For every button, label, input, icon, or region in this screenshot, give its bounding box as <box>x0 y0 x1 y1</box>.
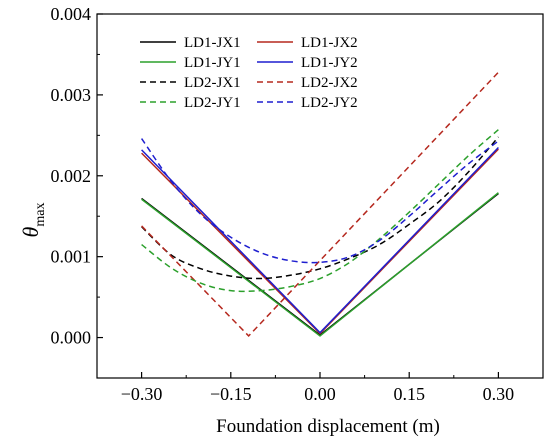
y-axis-title: θmax <box>18 203 48 238</box>
series-line-ld1-jy1 <box>141 192 499 337</box>
series-line-ld2-jy1 <box>141 129 499 293</box>
legend-label-ld1-jy2: LD1-JY2 <box>301 55 358 71</box>
legend-label-ld2-jx1: LD2-JX1 <box>184 75 241 91</box>
legend-label-ld1-jy1: LD1-JY1 <box>184 55 241 71</box>
series-line-ld1-jx1 <box>141 192 499 337</box>
legend-label-ld2-jx2: LD2-JX2 <box>301 75 358 91</box>
series-line-ld2-jx2 <box>141 71 499 338</box>
series-layer <box>140 71 499 338</box>
legend-label-ld2-jy2: LD2-JY2 <box>301 95 358 111</box>
legend-label-ld2-jy1: LD2-JY1 <box>184 95 241 111</box>
y-tick-label: 0.001 <box>51 247 92 267</box>
x-tick-label: −0.15 <box>210 384 252 404</box>
legend-label-ld1-jx2: LD1-JX2 <box>301 35 358 51</box>
y-tick-label: 0.003 <box>51 85 92 105</box>
y-tick-label: 0.004 <box>51 4 92 24</box>
series-line-ld1-jy2 <box>141 146 499 334</box>
axes-layer: −0.30 −0.15 0.00 0.15 0.30 0.000 0.001 0.002 0.0… <box>51 4 515 404</box>
x-tick-label: −0.30 <box>121 384 163 404</box>
x-tick-label: 0.00 <box>304 384 336 404</box>
x-tick-label: 0.15 <box>393 384 425 404</box>
y-tick-label: 0.002 <box>51 166 92 186</box>
x-tick-label: 0.30 <box>483 384 515 404</box>
y-axis-title-symbol: θ <box>18 226 43 237</box>
x-axis-title: Foundation displacement (m) <box>216 416 440 437</box>
series-line-ld2-jy2 <box>140 138 499 264</box>
y-tick-label: 0.000 <box>51 328 92 348</box>
y-axis-title-subscript: max <box>33 203 48 227</box>
legend: LD1-JX1 LD1-JX2 LD1-JY1 LD1-JY2 LD2-JX1 LD2-J… <box>140 35 358 111</box>
legend-label-ld1-jx1: LD1-JX1 <box>184 35 241 51</box>
series-line-ld2-jx1 <box>141 136 499 280</box>
series-line-ld1-jx2 <box>141 148 499 335</box>
